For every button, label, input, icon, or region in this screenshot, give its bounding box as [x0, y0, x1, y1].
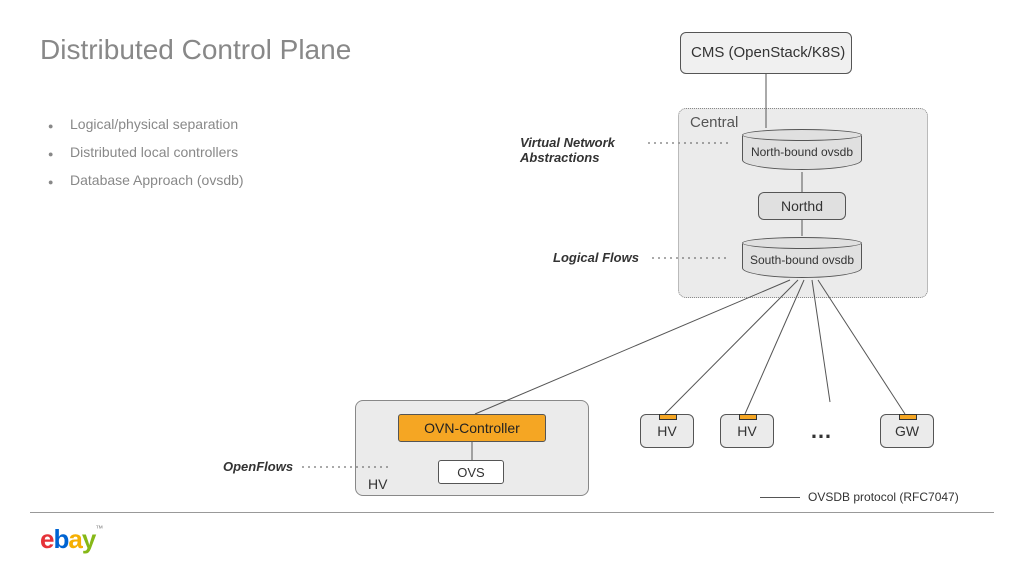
central-label: Central	[690, 114, 738, 131]
ovn-controller-box: OVN-Controller	[398, 414, 546, 442]
node-tab-icon	[739, 414, 757, 420]
hv-node: HV	[640, 414, 694, 448]
ovn-controller-label: OVN-Controller	[424, 420, 520, 436]
nb-label: North-bound ovsdb	[751, 144, 853, 160]
bullet-dot-icon: ●	[48, 121, 70, 131]
bullet-text: Logical/physical separation	[70, 116, 238, 132]
logical-flows-label: Logical Flows	[553, 250, 639, 265]
south-bound-ovsdb-cylinder: South-bound ovsdb	[742, 242, 862, 278]
node-label: HV	[737, 423, 756, 439]
virtual-network-abstractions-label: Virtual Network Abstractions	[520, 135, 655, 165]
openflows-label: OpenFlows	[223, 459, 293, 474]
bullet-dot-icon: ●	[48, 177, 70, 187]
hv-container-label: HV	[368, 476, 387, 492]
north-bound-ovsdb-cylinder: North-bound ovsdb	[742, 134, 862, 170]
node-tab-icon	[659, 414, 677, 420]
ellipsis: …	[810, 418, 832, 444]
hv-node: HV	[720, 414, 774, 448]
ebay-logo: ebay™	[40, 524, 103, 555]
sb-label: South-bound ovsdb	[750, 252, 854, 268]
cms-box: CMS (OpenStack/K8S)	[680, 32, 852, 74]
bullet-text: Distributed local controllers	[70, 144, 238, 160]
bullet-item: ●Logical/physical separation	[48, 116, 244, 132]
bullet-list: ●Logical/physical separation●Distributed…	[48, 116, 244, 200]
node-label: GW	[895, 423, 919, 439]
cms-label: CMS (OpenStack/K8S)	[691, 44, 845, 62]
page-title: Distributed Control Plane	[40, 34, 351, 66]
bullet-dot-icon: ●	[48, 149, 70, 159]
northd-label: Northd	[781, 198, 823, 214]
node-tab-icon	[899, 414, 917, 420]
northd-box: Northd	[758, 192, 846, 220]
gw-node: GW	[880, 414, 934, 448]
ovs-box: OVS	[438, 460, 504, 484]
bullet-text: Database Approach (ovsdb)	[70, 172, 244, 188]
legend-line	[760, 497, 800, 498]
bullet-item: ●Database Approach (ovsdb)	[48, 172, 244, 188]
ovs-label: OVS	[457, 465, 484, 480]
footer-divider	[30, 512, 994, 513]
cylinder-top	[742, 237, 862, 249]
node-label: HV	[657, 423, 676, 439]
bullet-item: ●Distributed local controllers	[48, 144, 244, 160]
cylinder-top	[742, 129, 862, 141]
legend-text: OVSDB protocol (RFC7047)	[808, 490, 959, 504]
